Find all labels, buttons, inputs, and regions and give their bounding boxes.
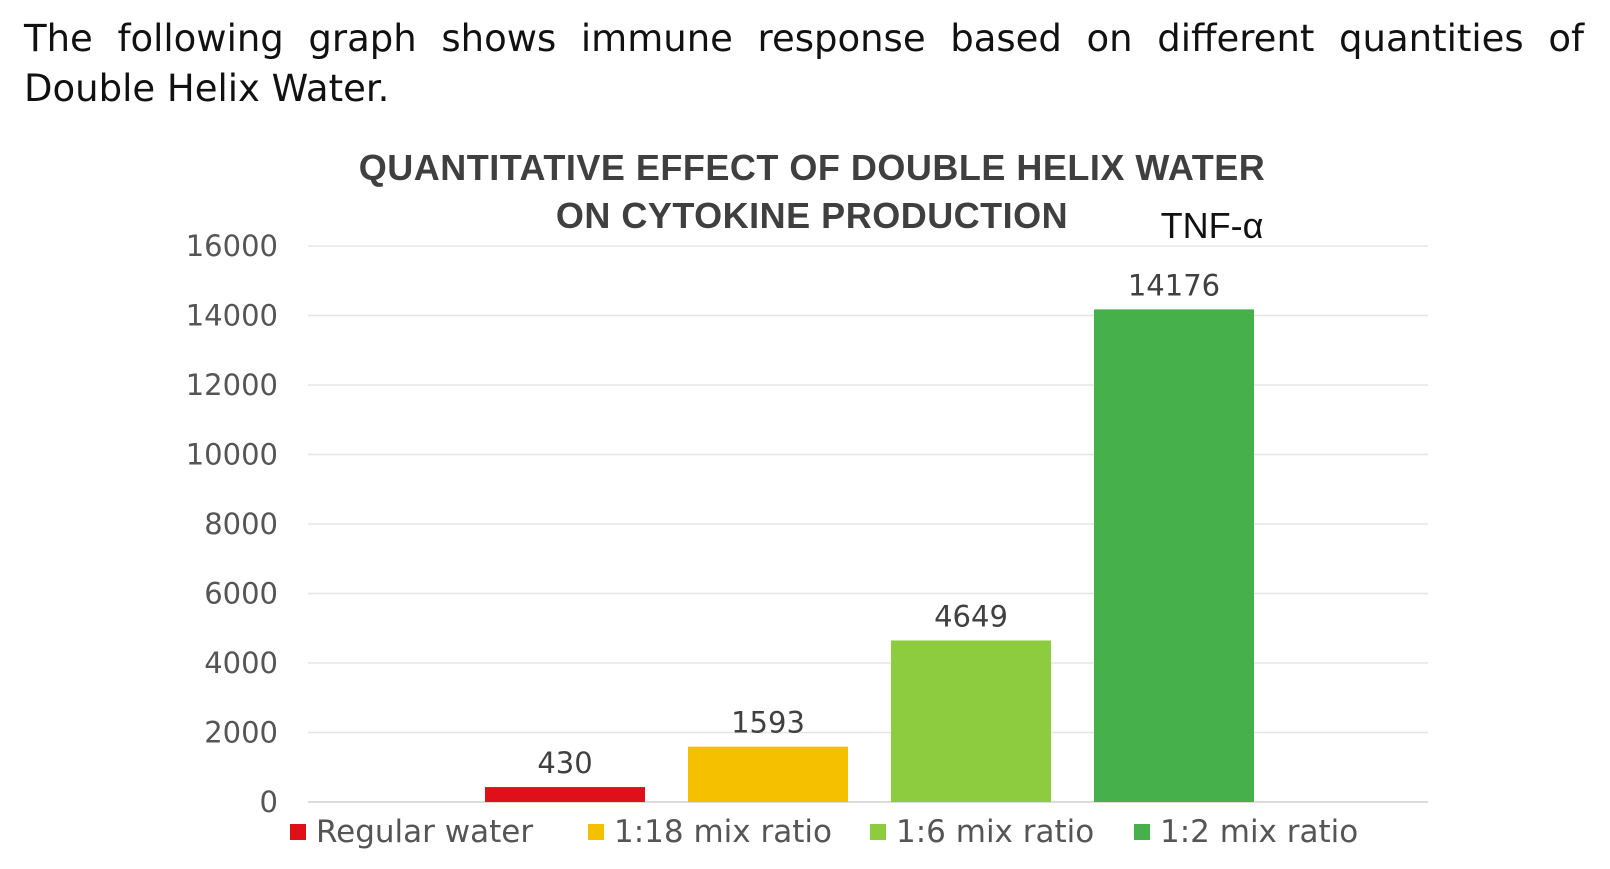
bar-1-18-mix-ratio	[688, 746, 848, 802]
legend-label: 1:2 mix ratio	[1160, 814, 1358, 850]
data-labels: 430 1593 4649 14176	[537, 268, 1220, 780]
legend-label: 1:18 mix ratio	[614, 814, 832, 850]
data-label: 430	[537, 746, 592, 780]
y-tick-label: 10000	[186, 438, 278, 472]
bar-regular-water	[485, 787, 645, 802]
bar-1-6-mix-ratio	[891, 640, 1051, 802]
bar-1-2-mix-ratio	[1094, 309, 1254, 802]
intro-text: The following graph shows immune respons…	[24, 17, 1584, 110]
data-label: 4649	[934, 599, 1008, 633]
y-tick-label: 6000	[204, 577, 278, 611]
legend-swatch	[588, 824, 604, 840]
y-tick-label: 8000	[204, 507, 278, 541]
bars	[485, 309, 1254, 802]
legend-swatch	[1134, 824, 1150, 840]
chart-title-line-1: QUANTITATIVE EFFECT OF DOUBLE HELIX WATE…	[359, 147, 1265, 188]
chart-title-line-2: ON CYTOKINE PRODUCTION	[556, 195, 1068, 236]
legend-swatch	[870, 824, 886, 840]
legend-label: 1:6 mix ratio	[896, 814, 1094, 850]
chart-annotation-tnf-alpha: TNF-α	[1161, 205, 1264, 246]
y-axis-tick-labels: 0 2000 4000 6000 8000 10000 12000 14000 16000	[186, 229, 278, 819]
y-tick-label: 2000	[204, 716, 278, 750]
y-tick-label: 14000	[186, 299, 278, 333]
data-label: 1593	[731, 706, 805, 740]
y-tick-label: 0	[260, 785, 278, 819]
y-tick-label: 4000	[204, 646, 278, 680]
legend-label: Regular water	[316, 814, 533, 850]
y-tick-label: 12000	[186, 368, 278, 402]
data-label: 14176	[1128, 268, 1220, 302]
gridlines	[308, 245, 1428, 803]
legend: Regular water 1:18 mix ratio 1:6 mix ratio…	[290, 814, 1358, 850]
legend-swatch	[290, 824, 306, 840]
y-tick-label: 16000	[186, 229, 278, 263]
